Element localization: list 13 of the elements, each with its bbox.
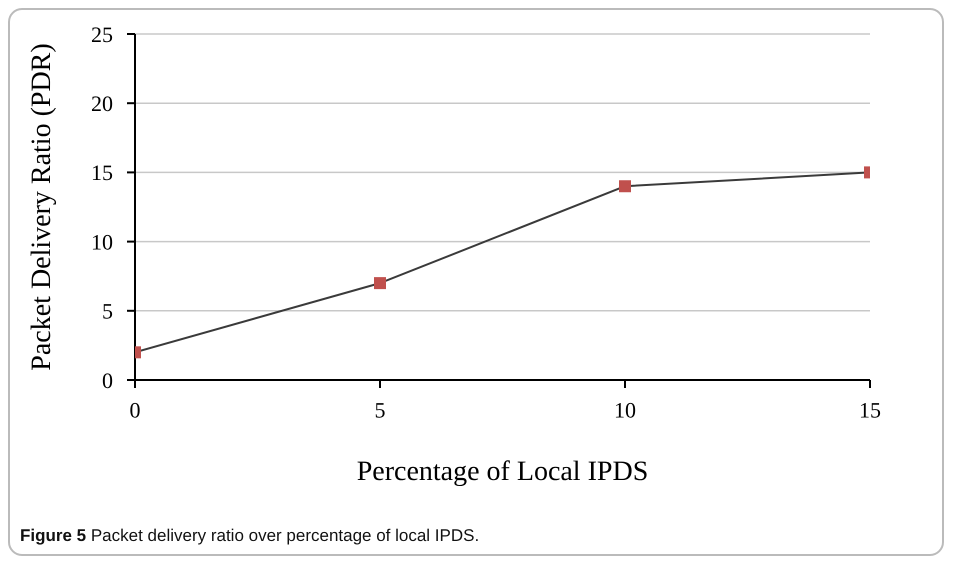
x-axis-title: Percentage of Local IPDS (356, 456, 648, 487)
x-tick-label: 15 (859, 398, 881, 423)
y-tick-label: 25 (91, 22, 113, 47)
x-tick-label: 0 (130, 398, 140, 423)
y-tick-label: 0 (102, 368, 113, 393)
y-axis-title: Packet Delivery Ratio (PDR) (26, 43, 57, 371)
caption: Figure 5 Packet delivery ratio over percentage of local IPDS. (20, 526, 480, 546)
y-tick-label: 20 (91, 91, 113, 116)
x-tick-label: 10 (614, 398, 636, 423)
y-tick-label: 10 (91, 229, 113, 254)
y-tick-label: 5 (102, 298, 113, 324)
y-tick-label: 15 (91, 160, 113, 186)
x-tick-label: 5 (374, 398, 386, 423)
